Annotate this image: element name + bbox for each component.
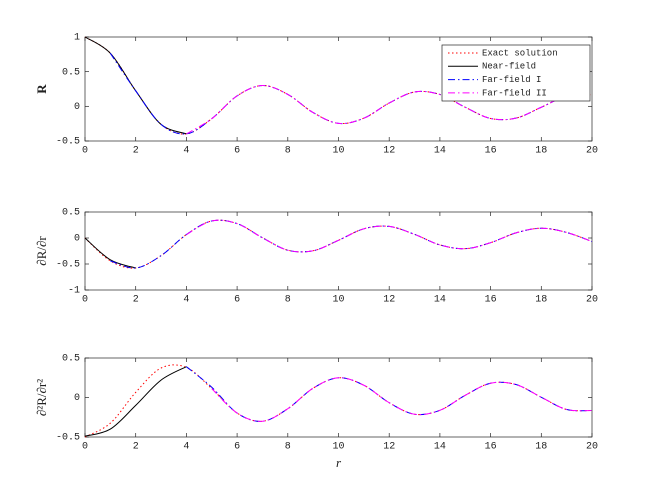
x-tick-label: 6 [234,442,240,453]
x-tick-label: 18 [535,295,547,306]
y-tick-label: 0 [74,234,80,245]
y-tick-label: 0 [74,102,80,113]
axes-box [84,211,593,291]
x-tick-label: 20 [586,295,598,306]
series-line [84,364,593,438]
y-axis-label: R [34,84,49,94]
x-tick-label: 12 [383,295,395,306]
x-tick-label: 2 [133,146,139,157]
x-tick-label: 2 [133,295,139,306]
x-tick-label: 4 [183,146,189,157]
x-tick-label: 14 [434,146,446,157]
x-tick-label: 0 [82,295,88,306]
y-tick-label: 1 [74,33,80,44]
x-tick-label: 4 [183,442,189,453]
x-tick-label: 10 [332,442,344,453]
y-tick-label: 0 [74,393,80,404]
x-tick-label: 16 [485,146,497,157]
x-tick-label: 14 [434,295,446,306]
x-tick-label: 8 [285,146,291,157]
x-tick-label: 8 [285,442,291,453]
x-tick-label: 20 [586,146,598,157]
y-tick-label: 0.5 [62,208,80,219]
y-tick-label: -0.5 [56,433,80,444]
y-tick-label: 0.5 [62,354,80,365]
series-line [186,85,593,135]
y-axis-label: ∂²R/∂r² [34,379,49,416]
legend: Exact solution Near-field Far-field I Far-f… [441,44,591,102]
x-tick-label: 10 [332,146,344,157]
series-line [84,366,187,437]
x-tick-label: 16 [485,442,497,453]
x-tick-label: 12 [383,442,395,453]
series-line [186,219,593,253]
legend-label: Exact solution [482,48,558,58]
legend-label: Far-field I [482,75,541,85]
y-tick-label: -0.5 [56,260,80,271]
x-tick-label: 2 [133,442,139,453]
axes-box [84,357,593,438]
legend-label: Near-field [482,62,536,72]
y-tick-label: 0.5 [62,67,80,78]
series-line [211,377,593,422]
x-tick-label: 14 [434,442,446,453]
y-axis-label: ∂R/∂r [34,236,49,266]
x-tick-label: 0 [82,442,88,453]
x-tick-label: 4 [183,295,189,306]
x-tick-label: 12 [383,146,395,157]
x-tick-label: 0 [82,146,88,157]
x-tick-label: 16 [485,295,497,306]
x-axis-label: r [336,455,342,470]
x-tick-label: 18 [535,442,547,453]
series-line [84,237,136,269]
y-tick-label: -1 [68,286,80,297]
x-tick-label: 10 [332,295,344,306]
x-tick-label: 18 [535,146,547,157]
x-tick-label: 20 [586,442,598,453]
y-tick-label: -0.5 [56,137,80,148]
x-tick-label: 6 [234,295,240,306]
x-tick-label: 6 [234,146,240,157]
legend-box [441,44,591,102]
legend-label: Far-field II [482,88,547,98]
x-tick-label: 8 [285,295,291,306]
